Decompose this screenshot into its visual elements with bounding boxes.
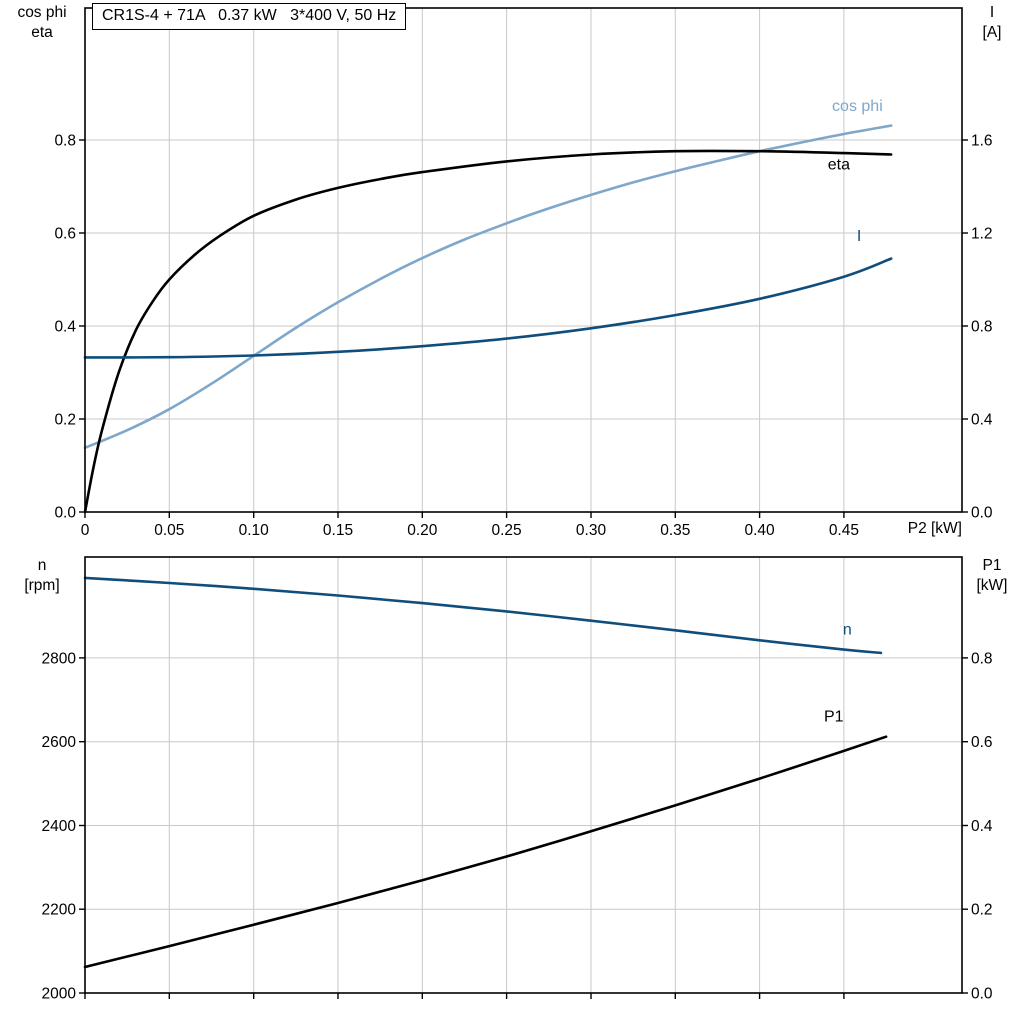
y-right-tick-label: 0.6 [971,734,993,751]
y-right-tick-label: 0.8 [971,319,993,336]
cos-phi-curve-label: cos phi [832,98,883,115]
y-right-tick-label: 1.2 [971,226,993,243]
y-left-tick-label: 2400 [42,818,77,835]
y-left-tick-label: 2200 [42,902,77,919]
p1-axis-label: P1 [982,557,1002,574]
y-right-tick-label: 0.0 [971,986,993,1003]
y-right-tick-label: 0.8 [971,650,993,667]
x-tick-label: 0.10 [239,522,270,539]
y-right-tick-label: 0.4 [971,818,993,835]
bottom-left-axis-label: n [rpm] [6,556,78,596]
cos-phi-axis-label: cos phi [17,4,67,21]
y-left-tick-label: 2800 [42,650,77,667]
x-tick-label: 0.15 [323,522,353,539]
y-left-tick-label: 0.4 [54,319,76,336]
x-tick-label: 0.20 [407,522,438,539]
y-left-tick-label: 2000 [42,986,77,1003]
cos-phi-curve [83,124,893,450]
y-left-tick-label: 0.8 [54,133,76,150]
p1-curve [83,735,888,969]
x-tick-label: 0.35 [660,522,690,539]
p1-unit-label: [kW] [976,577,1008,594]
chart-frame [84,7,963,513]
top-right-axis-label: I [A] [966,3,1018,43]
x-axis-label: P2 [kW] [907,520,962,537]
eta-axis-label: eta [31,24,53,41]
speed-unit-label: [rpm] [24,577,60,594]
x-tick-label: 0.05 [154,522,184,539]
y-left-tick-label: 0.2 [54,412,76,429]
chart-title-box: CR1S-4 + 71A 0.37 kW 3*400 V, 50 Hz [92,3,407,30]
y-left-tick-label: 0.0 [54,505,76,522]
p1-curve-label: P1 [824,709,844,726]
x-tick-label: 0.40 [745,522,776,539]
y-left-tick-label: 2600 [42,734,77,751]
top-left-axis-label: cos phi eta [6,3,78,43]
y-right-tick-label: 0.2 [971,902,993,919]
x-tick-label: 0.25 [492,522,522,539]
y-right-tick-label: 1.6 [971,133,993,150]
x-tick-label: 0.30 [576,522,607,539]
eta-curve-label: eta [828,156,850,173]
chart-frame [84,556,963,994]
chart-1: n P1 2000 2200 2400 2600 2800 0.0 0.2 0.4 0.6 0.8 [42,556,993,1003]
current-curve [83,257,893,359]
x-tick-label: 0 [81,522,90,539]
y-right-tick-label: 0.0 [971,505,993,522]
current-unit-label: [A] [982,24,1002,41]
eta-curve [83,149,893,514]
bottom-right-axis-label: P1 [kW] [966,556,1018,596]
chart-0: cos phi eta I 0 0.05 0.10 0.15 0.20 0.25 0.30 0.35… [54,7,993,539]
speed-axis-label: n [37,557,47,574]
y-right-tick-label: 0.4 [971,412,993,429]
speed-curve-label: n [843,622,852,639]
current-curve-label: I [857,228,861,245]
speed-curve [83,576,883,655]
x-tick-label: 0.45 [829,522,859,539]
y-left-tick-label: 0.6 [54,226,76,243]
current-axis-label: I [989,4,995,21]
